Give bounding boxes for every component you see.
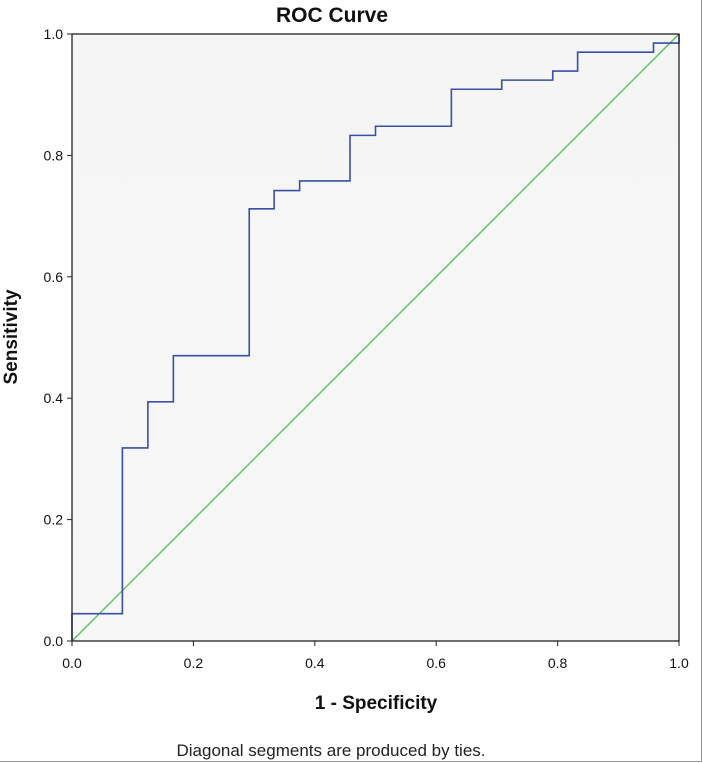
series-layer — [71, 33, 680, 642]
y-axis-title: Sensitivity — [1, 289, 22, 384]
y-tick-label: 0.6 — [44, 269, 64, 285]
y-tick-label: 0.0 — [44, 633, 64, 649]
y-axis-ticks: 0.0 0.2 0.4 0.6 0.8 1.0 — [44, 26, 72, 649]
chart-title: ROC Curve — [276, 4, 388, 27]
y-tick-label: 1.0 — [44, 26, 64, 42]
x-tick-label: 0.2 — [184, 655, 204, 671]
x-tick-label: 0.0 — [62, 655, 82, 671]
x-tick-label: 0.6 — [426, 655, 446, 671]
footnote: Diagonal segments are produced by ties. — [176, 741, 485, 760]
roc-curve-line — [71, 34, 680, 641]
plot-border — [71, 33, 680, 642]
x-tick-label: 0.8 — [548, 655, 568, 671]
reference-diagonal-line — [71, 33, 680, 642]
y-tick-label: 0.2 — [44, 512, 64, 528]
x-tick-label: 0.4 — [305, 655, 325, 671]
x-axis-ticks: 0.0 0.2 0.4 0.6 0.8 1.0 — [62, 641, 689, 671]
x-tick-label: 1.0 — [669, 655, 689, 671]
x-axis-title: 1 - Specificity — [315, 693, 438, 714]
y-tick-label: 0.4 — [44, 390, 64, 406]
y-tick-label: 0.8 — [44, 147, 64, 163]
